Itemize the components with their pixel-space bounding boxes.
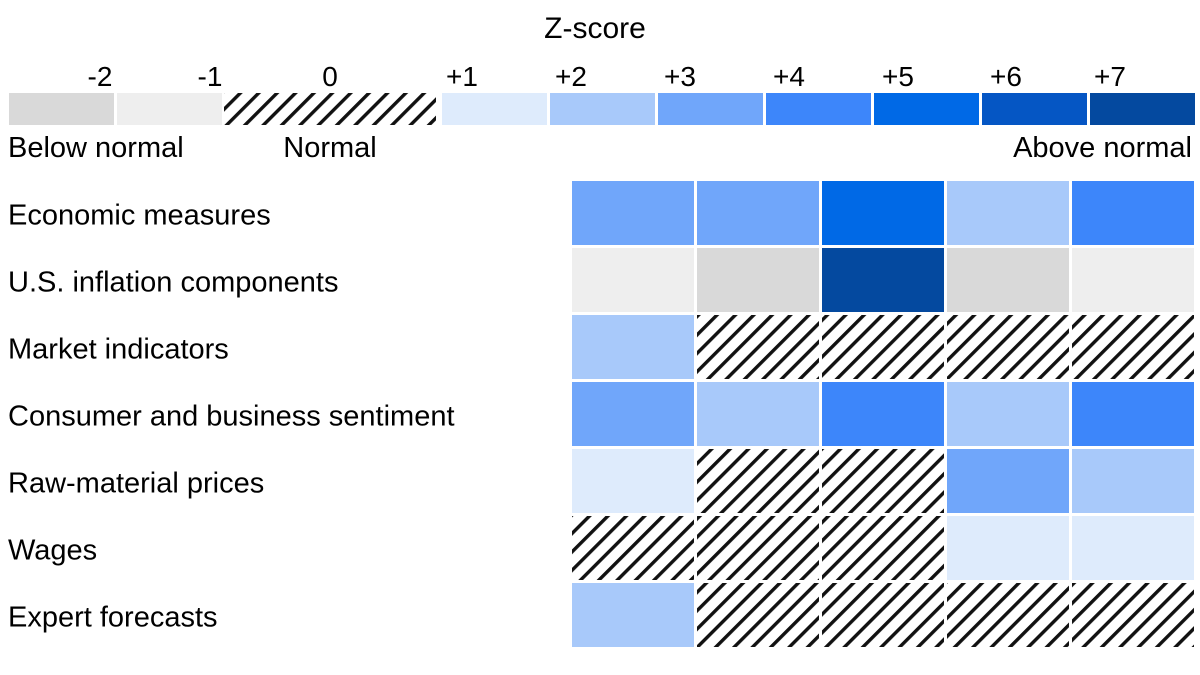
legend-swatch-normal [224, 93, 436, 125]
legend-tick-label: +5 [882, 61, 914, 92]
heatmap-cell [1072, 516, 1194, 580]
legend-tick-label: +2 [555, 61, 587, 92]
legend-tick-label: -1 [198, 61, 223, 92]
row-label: Wages [8, 535, 97, 567]
heatmap-cell [947, 449, 1069, 513]
row-label: Market indicators [8, 334, 229, 366]
heatmap-cell [572, 181, 694, 245]
legend-tick-label: +7 [1094, 61, 1126, 92]
row-label: Economic measures [8, 200, 271, 232]
heatmap-cell [697, 516, 819, 580]
heatmap-cell [822, 583, 944, 647]
heatmap-cell [1072, 248, 1194, 312]
legend-swatch [1090, 93, 1195, 125]
legend-swatch [442, 93, 547, 125]
heatmap-cell [572, 382, 694, 446]
row-label: Expert forecasts [8, 602, 218, 634]
chart-title: Z-score [544, 12, 646, 45]
heatmap-cell [697, 449, 819, 513]
heatmap-cell [947, 583, 1069, 647]
heatmap-cell [822, 449, 944, 513]
legend-tick-label: +1 [446, 61, 478, 92]
heatmap-cells [572, 181, 1194, 647]
heatmap-cell [572, 449, 694, 513]
row-labels: Economic measures U.S. inflation componen… [8, 200, 455, 634]
legend-tick-label: 0 [322, 61, 338, 92]
heatmap-cell [822, 315, 944, 379]
heatmap-cell [697, 382, 819, 446]
legend-swatch [766, 93, 871, 125]
legend-tick-label: +6 [990, 61, 1022, 92]
heatmap-cell [822, 248, 944, 312]
legend-label-above-normal: Above normal [1013, 132, 1192, 164]
heatmap-cell [697, 583, 819, 647]
legend-label-normal: Normal [283, 132, 376, 164]
legend-swatch [9, 93, 114, 125]
heatmap-cell [1072, 449, 1194, 513]
heatmap-cell [822, 516, 944, 580]
heatmap-cell [572, 583, 694, 647]
legend-tick-label: +3 [664, 61, 696, 92]
legend-tick-label: -2 [88, 61, 113, 92]
heatmap-cell [572, 516, 694, 580]
heatmap-cell [947, 248, 1069, 312]
heatmap-cell [1072, 583, 1194, 647]
legend-swatch [982, 93, 1087, 125]
legend-label-below-normal: Below normal [8, 132, 184, 164]
legend-swatch [658, 93, 763, 125]
legend: -2 -1 0 +1 +2 +3 +4 +5 +6 +7 Below normal Normal Abo… [8, 61, 1195, 164]
heatmap-cell [947, 382, 1069, 446]
row-label: U.S. inflation components [8, 267, 338, 299]
row-label: Consumer and business sentiment [8, 401, 455, 433]
heatmap-cell [822, 382, 944, 446]
legend-swatch [117, 93, 222, 125]
heatmap-cell [947, 181, 1069, 245]
heatmap-cell [1072, 382, 1194, 446]
heatmap-cell [572, 248, 694, 312]
legend-swatch [550, 93, 655, 125]
row-label: Raw-material prices [8, 468, 264, 500]
heatmap-cell [822, 181, 944, 245]
heatmap-cell [947, 516, 1069, 580]
heatmap-cell [572, 315, 694, 379]
heatmap-cell [697, 181, 819, 245]
heatmap-cell [1072, 181, 1194, 245]
heatmap-cell [1072, 315, 1194, 379]
heatmap-cell [697, 315, 819, 379]
legend-tick-label: +4 [773, 61, 805, 92]
legend-swatch [874, 93, 979, 125]
heatmap-cell [697, 248, 819, 312]
heatmap-cell [947, 315, 1069, 379]
